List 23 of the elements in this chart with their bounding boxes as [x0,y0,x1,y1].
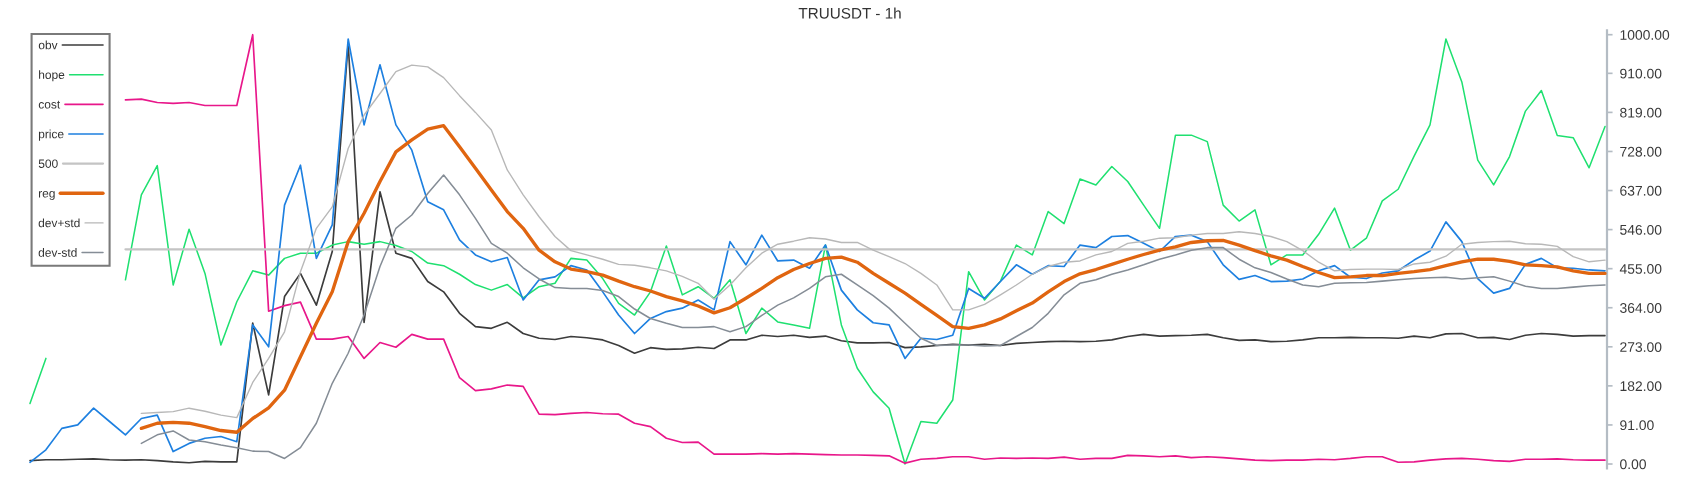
legend-label: dev+std [38,218,80,228]
y-tick-label: 364.00 [1620,303,1662,313]
y-tick-label: 1000.00 [1620,30,1670,40]
legend-label: reg [38,191,55,200]
legend-label: dev-std [38,248,77,257]
legend-label: cost [38,100,61,109]
y-tick-label: 182.00 [1620,381,1662,392]
y-tick-label: 637.00 [1620,185,1662,196]
y-tick-label: 91.00 [1620,420,1654,431]
legend-label: obv [38,40,58,50]
y-tick-label: 728.00 [1620,146,1662,157]
line-series [140,174,1606,460]
chart-title: TRUUSDT - 1h [798,7,901,19]
legend-label: 500 [38,159,58,168]
y-tick-label: 910.00 [1620,68,1662,79]
y-tick-label: 0.00 [1620,459,1646,470]
legend-label: price [38,129,64,141]
line-series [139,124,1607,434]
legend-label: hope [39,70,65,82]
y-tick-label: 273.00 [1620,342,1662,352]
y-tick-label: 819.00 [1620,107,1662,118]
y-tick-label: 455.00 [1619,264,1662,274]
y-tick-label: 546.00 [1620,224,1662,235]
